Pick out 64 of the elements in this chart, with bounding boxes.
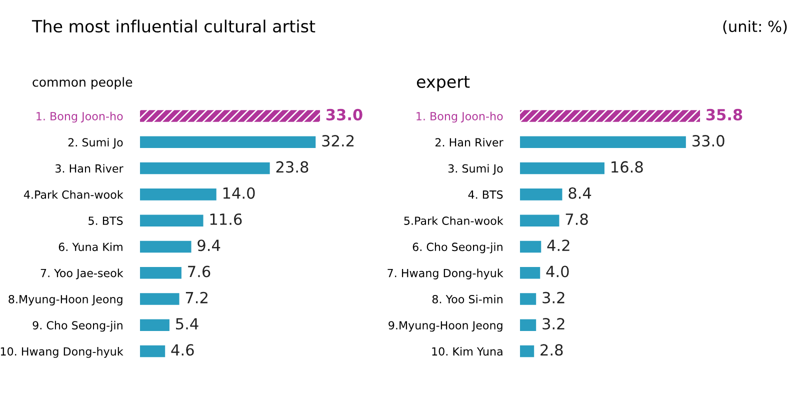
y-tick-label: 3. Han River — [56, 164, 124, 173]
data-label: 23.8 — [276, 161, 308, 173]
bar — [140, 293, 180, 305]
bar — [140, 110, 320, 122]
data-label: 7.2 — [186, 292, 208, 304]
data-label: 35.8 — [706, 108, 742, 120]
bar — [140, 188, 216, 200]
y-tick-label: 6. Cho Seong-jin — [412, 242, 502, 254]
y-tick-label: 10. Kim Yuna — [432, 347, 502, 356]
y-tick-label: 7. Yoo Jae-seok — [40, 268, 124, 280]
bar — [520, 136, 686, 148]
data-label: 7.6 — [188, 266, 210, 278]
chart-subtitle: common people — [32, 77, 132, 90]
bar — [140, 240, 192, 253]
y-tick-label: 5. BTS — [88, 216, 123, 225]
bar — [140, 214, 204, 226]
data-label: 4.2 — [547, 240, 570, 251]
y-tick-label: 9.Myung-Hoon Jeong — [388, 321, 502, 332]
bar — [520, 266, 540, 279]
y-tick-label: 1. Bong Joon-ho — [36, 112, 123, 123]
data-label: 33.0 — [692, 135, 724, 147]
bar — [520, 345, 534, 358]
chart-title: expert — [416, 76, 470, 92]
chart-title: The most influential cultural artist — [32, 20, 316, 33]
data-label: 2.8 — [540, 344, 563, 356]
y-tick-label: 9. Cho Seong-jin — [32, 320, 122, 332]
text: (unit: %) — [723, 20, 787, 34]
y-tick-label: 10. Hwang Dong-hyuk — [0, 347, 124, 358]
bar — [520, 293, 536, 305]
data-label: 3.2 — [542, 292, 564, 304]
bar — [140, 162, 270, 174]
y-tick-label: 7. Hwang Dong-hyuk — [388, 268, 504, 280]
bar — [520, 240, 542, 253]
bar — [520, 214, 560, 226]
data-label: 33.0 — [326, 108, 362, 120]
y-tick-label: 8.Myung-Hoon Jeong — [8, 294, 122, 306]
data-label: 32.2 — [322, 135, 354, 147]
y-tick-label: 4. BTS — [468, 190, 503, 199]
bar — [140, 266, 182, 279]
data-label: 11.6 — [210, 213, 242, 226]
bar — [140, 345, 166, 358]
y-tick-label: 5.Park Chan-wook — [404, 216, 504, 225]
bar — [520, 188, 562, 200]
bar — [140, 136, 316, 148]
data-label: 5.4 — [176, 318, 198, 330]
data-label: 4.0 — [546, 266, 569, 278]
data-label: 9.4 — [198, 240, 220, 252]
y-tick-label: 2. Sumi Jo — [68, 138, 123, 149]
y-tick-label: 1. Bong Joon-ho — [416, 112, 503, 123]
y-tick-label: 2. Han River — [435, 138, 504, 147]
data-label: 16.8 — [612, 161, 643, 173]
bar — [520, 162, 604, 174]
bar — [140, 319, 170, 331]
bar — [520, 319, 536, 331]
data-label: 7.8 — [566, 213, 588, 226]
data-label: 8.4 — [568, 187, 592, 199]
data-label: 3.2 — [542, 318, 564, 330]
y-tick-label: 3. Sumi Jo — [448, 164, 503, 175]
y-tick-label: 8. Yoo Si-min — [432, 294, 502, 304]
y-tick-label: 6. Yuna Kim — [58, 242, 122, 252]
data-label: 4.6 — [171, 344, 194, 356]
bar — [520, 110, 700, 122]
y-tick-label: 4.Park Chan-wook — [24, 190, 124, 199]
data-label: 14.0 — [223, 187, 255, 199]
